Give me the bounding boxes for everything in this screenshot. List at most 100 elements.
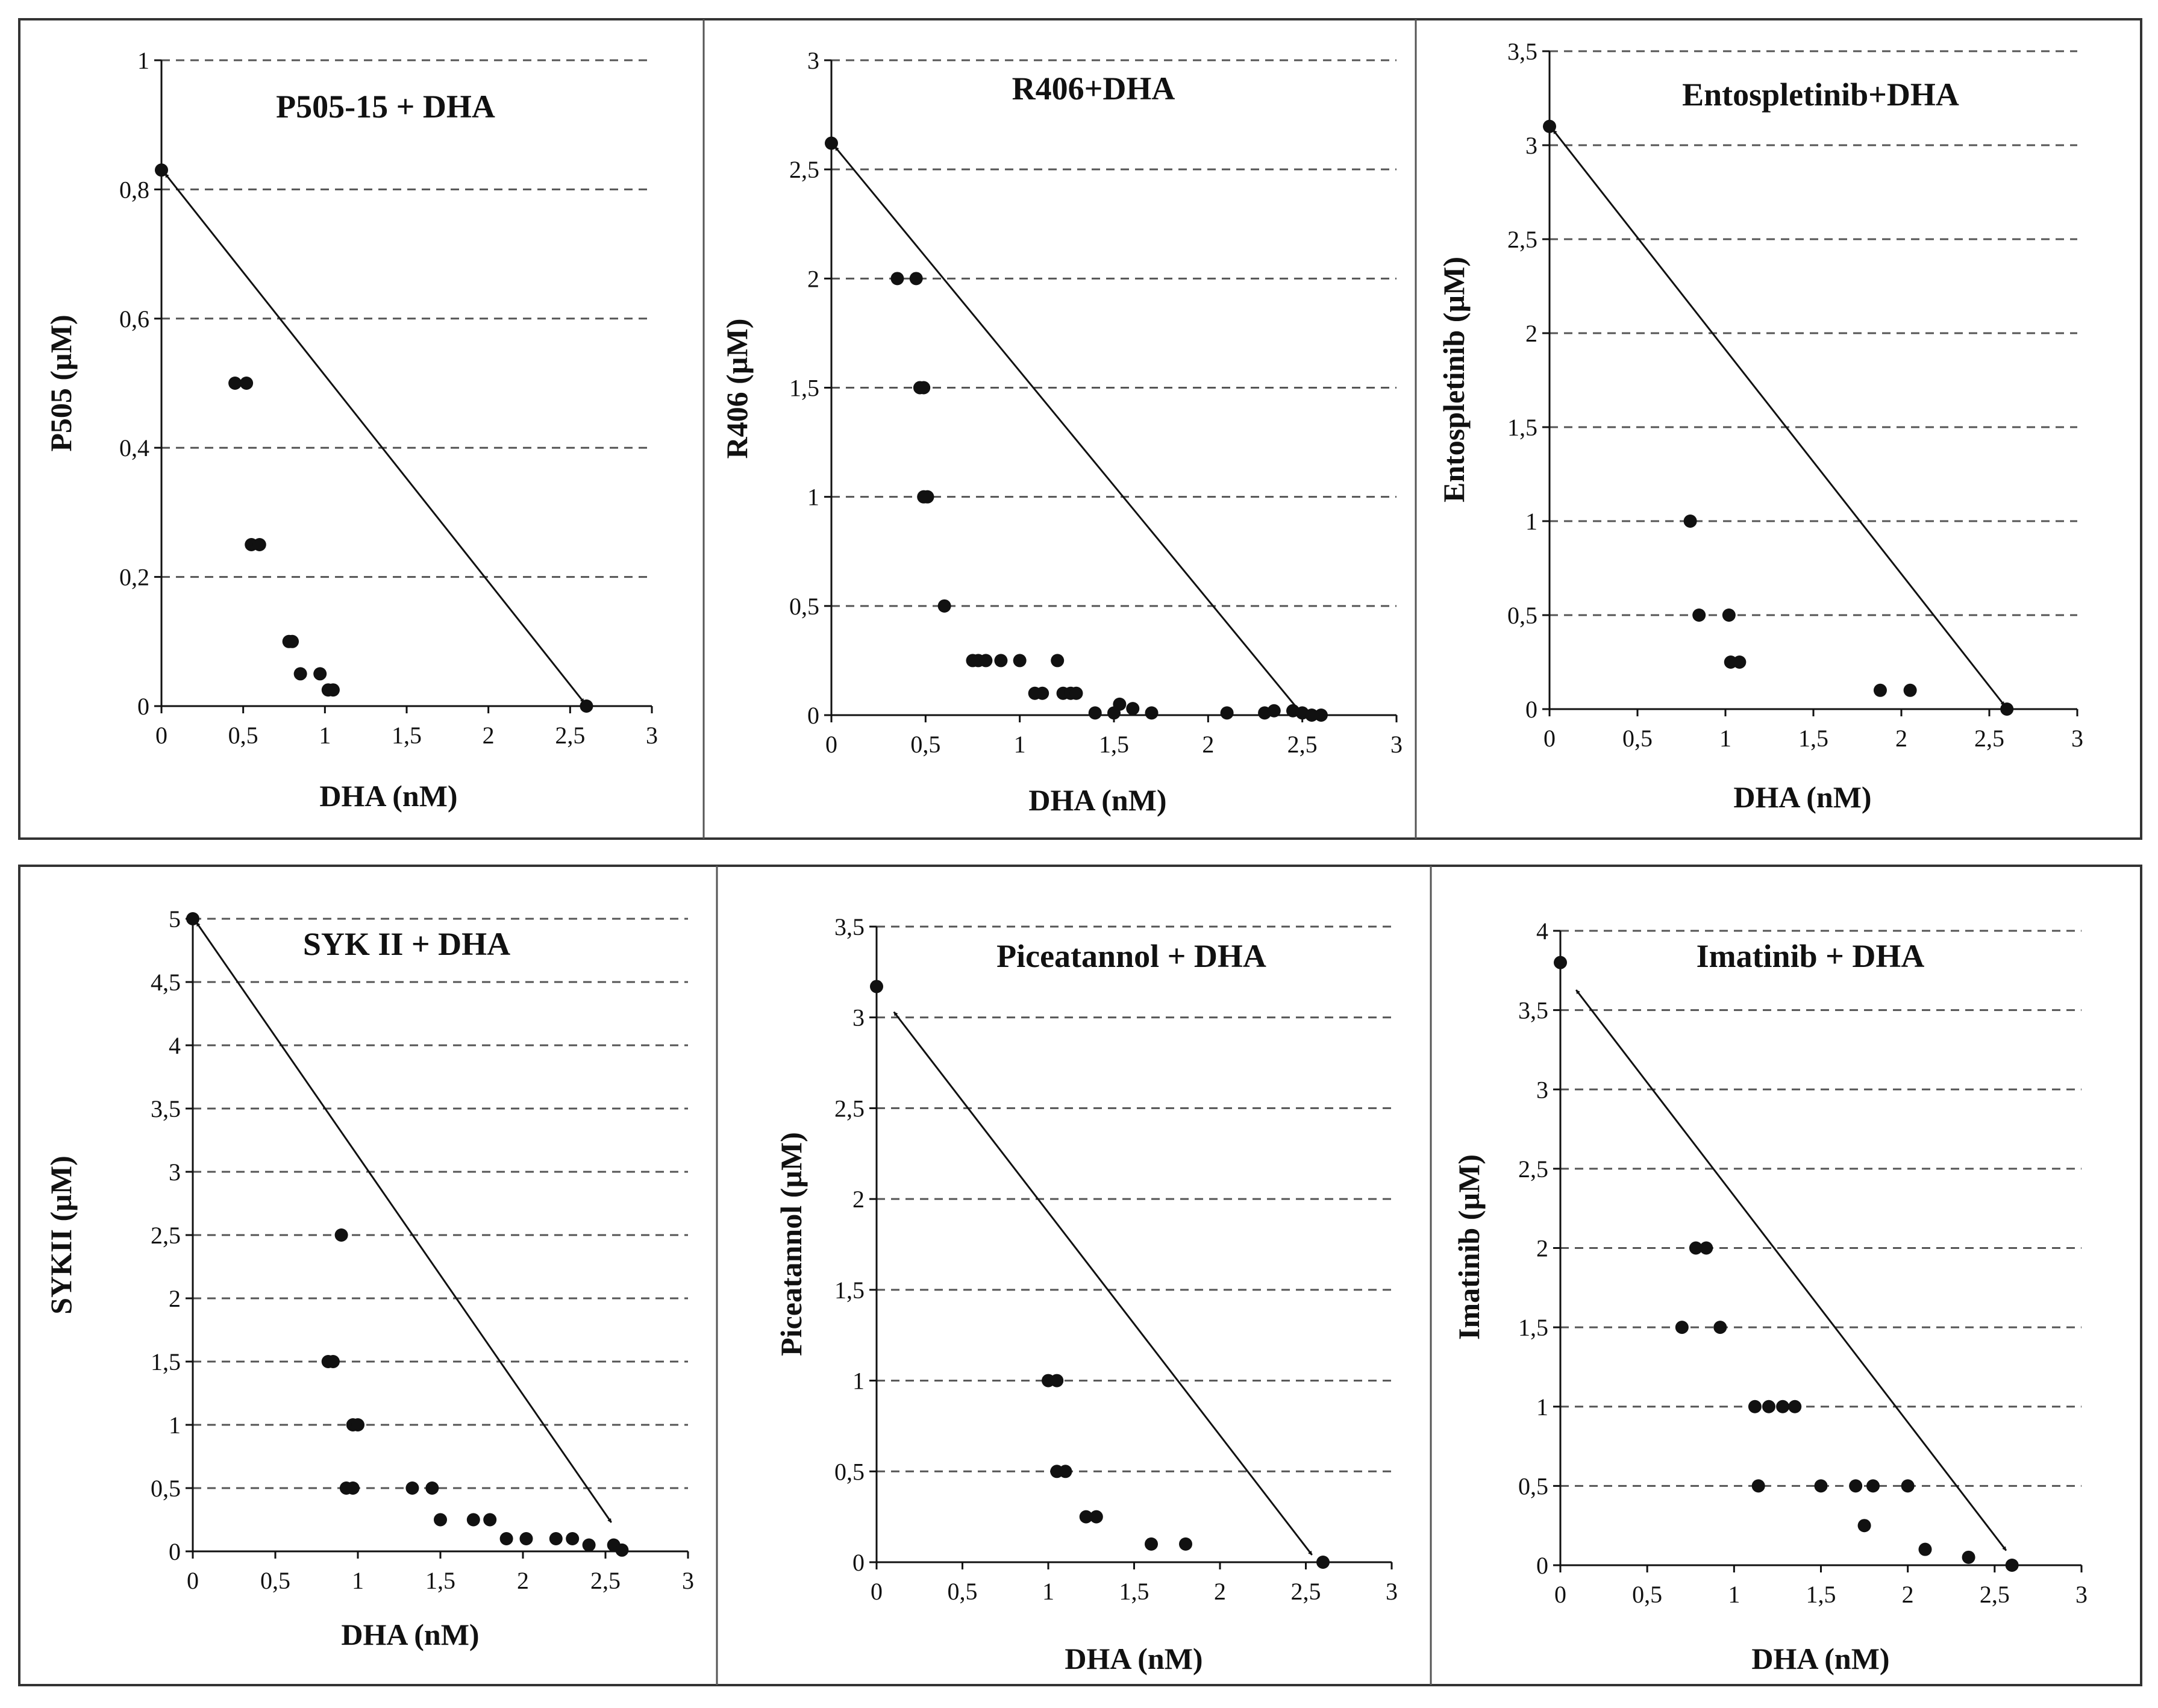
x-axis-title: DHA (nM) (1065, 1642, 1203, 1675)
data-point (979, 654, 993, 668)
x-tick-label: 0,5 (260, 1567, 290, 1594)
x-tick-label: 0,5 (228, 722, 258, 749)
x-tick-label: 1,5 (425, 1567, 455, 1594)
y-tick-label: 0,8 (119, 176, 149, 203)
isobole-arrow (834, 146, 1301, 712)
y-tick-label: 0 (807, 702, 819, 729)
data-point (917, 381, 931, 395)
data-point (1145, 1537, 1158, 1551)
data-point (1700, 1241, 1713, 1255)
data-point (519, 1532, 533, 1545)
data-point (1220, 706, 1234, 720)
y-tick-label: 1 (137, 47, 149, 74)
x-axis-title: DHA (nM) (319, 779, 457, 813)
chart-panel-2: 0 0,5 1 1,5 2 2,5 3 0 0,5 1 1,5 2 2,5 3 R406+DHA DHA (n… (720, 47, 1403, 817)
y-axis-title: Piceatannol (µM) (774, 1132, 808, 1356)
y-tick-label: 0,5 (151, 1475, 181, 1502)
x-tick-label: 2,5 (1287, 731, 1318, 758)
y-axis-title: P505 (µM) (44, 314, 78, 451)
y-tick-label: 2,5 (789, 156, 819, 183)
data-point (1683, 515, 1697, 528)
x-axis-title: DHA (nM) (1751, 1642, 1889, 1675)
x-tick-label: 2,5 (1291, 1578, 1321, 1605)
x-tick-label: 2 (1902, 1581, 1914, 1608)
x-tick-label: 1 (1719, 725, 1731, 752)
y-tick-label: 0 (137, 693, 149, 720)
data-point (909, 272, 923, 286)
y-tick-label: 3 (807, 47, 819, 74)
data-point (1069, 686, 1083, 700)
chart-panel-3: 0 0,5 1 1,5 2 2,5 3 3,5 0 0,5 1 1,5 2 2,5 3 Entospletin… (1437, 38, 2083, 814)
y-tick-label: 0 (1525, 696, 1537, 723)
x-tick-label: 0 (1554, 1581, 1566, 1608)
y-tick-label: 3 (169, 1159, 181, 1186)
data-point (1762, 1400, 1775, 1413)
y-tick-label: 1,5 (151, 1348, 181, 1375)
chart-title: R406+DHA (1012, 70, 1175, 107)
data-point (1051, 654, 1065, 668)
y-tick-label: 4 (169, 1032, 181, 1059)
data-point (1675, 1321, 1689, 1334)
chart-title: P505-15 + DHA (276, 89, 495, 125)
data-point (1788, 1400, 1802, 1413)
y-tick-label: 0 (852, 1549, 865, 1576)
data-point (1036, 686, 1049, 700)
y-tick-label: 1,5 (789, 375, 819, 402)
x-tick-label: 1,5 (1099, 731, 1129, 758)
data-point (425, 1481, 439, 1495)
data-point (228, 377, 242, 390)
x-tick-label: 0 (825, 731, 837, 758)
data-point (582, 1538, 596, 1552)
data-point (1267, 704, 1281, 718)
data-point (1692, 608, 1706, 622)
data-point (326, 683, 340, 697)
data-point (580, 699, 593, 713)
isobole-arrow (893, 1011, 1313, 1556)
x-tick-label: 1,5 (1798, 725, 1828, 752)
data-point (1305, 709, 1319, 722)
y-tick-label: 0,4 (119, 434, 149, 461)
data-point (1857, 1519, 1871, 1533)
data-point (1751, 1479, 1765, 1493)
data-point (434, 1513, 447, 1527)
y-tick-label: 3,5 (1518, 997, 1548, 1024)
y-tick-label: 1 (807, 484, 819, 511)
x-tick-label: 3 (1386, 1578, 1398, 1605)
data-point (825, 136, 838, 150)
bottom-row-frame (18, 865, 2142, 1686)
data-point (483, 1513, 497, 1527)
x-tick-label: 3 (682, 1567, 694, 1594)
data-point (351, 1418, 364, 1431)
y-tick-label: 2 (1525, 320, 1537, 347)
y-tick-label: 0,5 (789, 593, 819, 620)
data-point (334, 1228, 348, 1242)
x-tick-label: 0,5 (1632, 1581, 1662, 1608)
data-point (1543, 119, 1556, 133)
x-tick-label: 1 (1014, 731, 1026, 758)
x-tick-label: 1 (1042, 1578, 1054, 1605)
y-axis-title: R406 (µM) (720, 319, 754, 459)
y-tick-label: 0,5 (1518, 1472, 1548, 1500)
chart-title: Entospletinib+DHA (1682, 77, 1959, 113)
data-point (155, 163, 168, 177)
data-point (870, 980, 883, 993)
data-point (1314, 709, 1328, 722)
x-tick-label: 1,5 (1806, 1581, 1836, 1608)
data-point (1689, 1241, 1703, 1255)
x-tick-label: 0,5 (910, 731, 940, 758)
x-tick-label: 0,5 (1622, 725, 1653, 752)
y-tick-label: 2 (169, 1285, 181, 1312)
data-point (1316, 1556, 1330, 1569)
data-point (1713, 1321, 1727, 1334)
x-axis-title: DHA (nM) (1028, 783, 1166, 817)
x-tick-label: 1 (352, 1567, 364, 1594)
data-point (293, 667, 307, 681)
x-tick-label: 2 (1895, 725, 1907, 752)
y-axis-title: SYKII (µM) (44, 1156, 78, 1315)
y-tick-label: 1 (169, 1412, 181, 1439)
data-point (1733, 655, 1747, 669)
data-point (1849, 1479, 1863, 1493)
y-tick-label: 5 (169, 906, 181, 933)
data-point (615, 1543, 629, 1557)
data-point (466, 1513, 480, 1527)
